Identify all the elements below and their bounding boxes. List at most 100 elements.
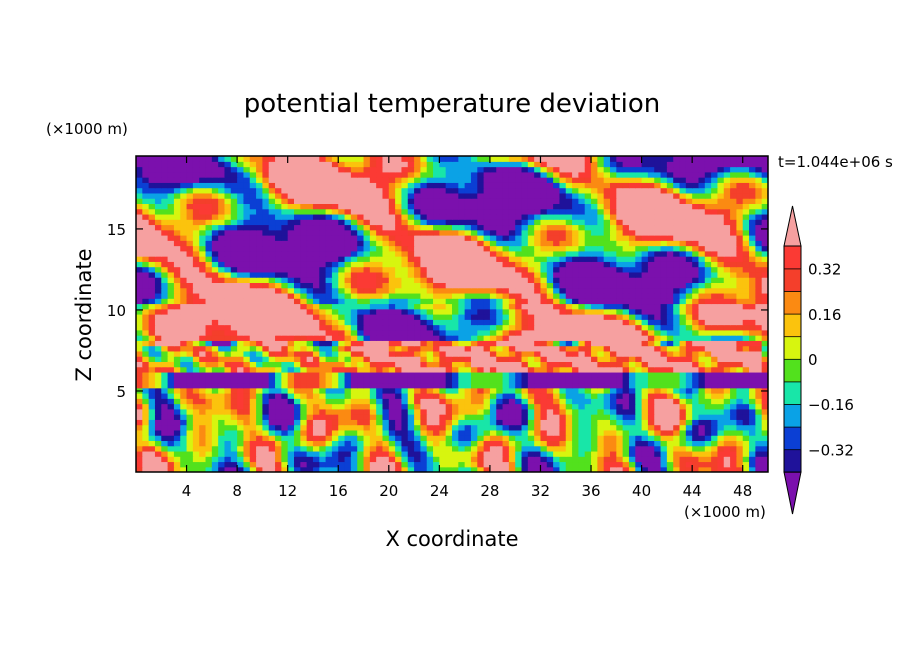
contour-cell — [666, 329, 674, 336]
contour-cell — [717, 245, 725, 252]
contour-cell — [717, 419, 725, 426]
contour-cell — [654, 282, 662, 289]
contour-cell — [445, 424, 453, 431]
contour-cell — [597, 414, 605, 420]
contour-cell — [723, 393, 731, 399]
contour-cell — [489, 308, 497, 315]
contour-cell — [496, 287, 504, 294]
contour-cell — [344, 245, 352, 252]
contour-cell — [230, 377, 238, 384]
contour-cell — [180, 319, 188, 326]
contour-cell — [666, 261, 674, 268]
contour-cell — [534, 345, 542, 352]
contour-cell — [281, 424, 289, 431]
contour-cell — [281, 445, 289, 452]
contour-cell — [711, 314, 719, 320]
contour-cell — [761, 219, 768, 226]
contour-cell — [167, 424, 175, 431]
contour-cell — [388, 245, 396, 252]
contour-cell — [275, 240, 282, 247]
contour-cell — [407, 371, 415, 378]
contour-cell — [673, 356, 681, 362]
contour-cell — [300, 224, 308, 231]
contour-cell — [218, 213, 226, 220]
contour-cell — [414, 424, 421, 431]
contour-cell — [685, 303, 693, 310]
contour-cell — [350, 450, 358, 457]
contour-cell — [641, 319, 649, 326]
contour-cell — [704, 440, 712, 447]
contour-cell — [717, 393, 725, 399]
contour-cell — [224, 345, 232, 352]
contour-cell — [192, 303, 200, 310]
contour-cell — [167, 240, 175, 247]
contour-cell — [755, 250, 763, 257]
contour-cell — [350, 387, 358, 394]
contour-cell — [211, 445, 219, 452]
contour-cell — [186, 461, 194, 468]
contour-cell — [192, 419, 200, 426]
contour-cell — [483, 303, 491, 310]
contour-cell — [388, 298, 396, 305]
contour-cell — [161, 387, 169, 394]
contour-cell — [205, 271, 213, 278]
contour-cell — [540, 261, 548, 268]
contour-cell — [306, 366, 314, 373]
contour-cell — [755, 450, 763, 457]
contour-cell — [477, 350, 485, 357]
contour-cell — [616, 461, 624, 468]
contour-cell — [395, 424, 403, 431]
contour-cell — [388, 208, 396, 215]
contour-cell — [685, 382, 693, 389]
contour-cell — [281, 271, 289, 278]
contour-cell — [685, 408, 693, 415]
contour-cell — [755, 298, 763, 305]
contour-cell — [167, 403, 175, 410]
contour-cell — [369, 424, 377, 431]
contour-cell — [186, 387, 194, 394]
contour-cell — [306, 235, 314, 241]
contour-cell — [515, 440, 523, 447]
contour-cell — [704, 324, 712, 331]
contour-cell — [173, 219, 181, 226]
contour-cell — [211, 466, 219, 472]
contour-cell — [142, 429, 150, 436]
contour-cell — [698, 319, 706, 326]
contour-cell — [136, 440, 143, 447]
contour-cell — [540, 403, 548, 410]
contour-cell — [167, 298, 175, 305]
contour-cell — [199, 292, 207, 299]
contour-cell — [268, 345, 276, 352]
contour-cell — [243, 366, 251, 373]
contour-cell — [218, 450, 226, 457]
contour-cell — [647, 261, 655, 268]
contour-cell — [268, 408, 276, 415]
contour-cell — [312, 408, 320, 415]
contour-cell — [502, 424, 510, 431]
contour-cell — [414, 335, 421, 341]
contour-cell — [673, 424, 681, 431]
contour-cell — [603, 319, 611, 326]
contour-cell — [755, 245, 763, 252]
contour-cell — [559, 398, 567, 405]
contour-cell — [452, 219, 459, 226]
contour-cell — [666, 335, 674, 341]
contour-cell — [464, 345, 472, 352]
contour-cell — [388, 361, 396, 368]
contour-cell — [357, 435, 365, 441]
contour-cell — [628, 393, 636, 399]
contour-cell — [610, 393, 617, 399]
contour-cell — [534, 366, 542, 373]
contour-cell — [464, 466, 472, 472]
contour-cell — [559, 266, 567, 273]
contour-cell — [692, 398, 700, 405]
contour-cell — [730, 224, 737, 231]
contour-cell — [237, 403, 245, 410]
contour-cell — [312, 303, 320, 310]
contour-cell — [167, 356, 175, 362]
contour-cell — [161, 456, 169, 463]
contour-cell — [761, 419, 768, 426]
contour-cell — [401, 208, 409, 215]
contour-cell — [717, 277, 725, 283]
contour-cell — [300, 235, 308, 241]
